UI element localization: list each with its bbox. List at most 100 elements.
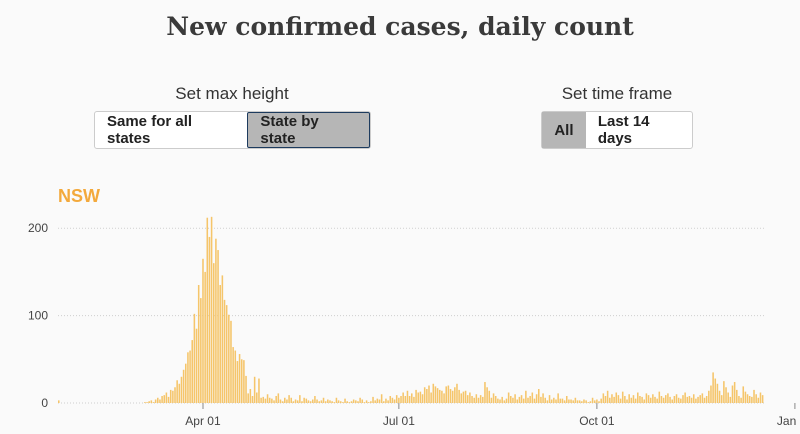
bar <box>611 394 613 403</box>
bar <box>505 398 508 403</box>
bar <box>167 396 170 403</box>
bar <box>378 399 381 403</box>
bar <box>606 390 609 403</box>
x-tick-label: Oct 01 <box>579 414 615 428</box>
bar <box>258 378 260 403</box>
x-tick-label: Jul 01 <box>383 414 415 428</box>
bar <box>445 386 447 403</box>
bar <box>520 395 523 403</box>
bar <box>680 398 682 403</box>
bar <box>753 389 755 403</box>
last-14-days-button[interactable]: Last 14 days <box>597 113 650 147</box>
bar <box>471 396 473 403</box>
bar <box>230 320 232 403</box>
bar <box>393 399 396 403</box>
bar <box>331 401 333 403</box>
bar <box>466 395 469 403</box>
bar <box>714 378 717 403</box>
bar <box>494 396 497 403</box>
bar <box>320 400 323 403</box>
bar <box>660 396 663 403</box>
bar <box>273 400 275 403</box>
bar <box>408 396 411 403</box>
bar <box>204 271 206 403</box>
bar <box>708 390 710 403</box>
bar <box>621 391 624 403</box>
bar <box>720 395 723 403</box>
bar <box>718 390 721 403</box>
bar <box>742 386 745 403</box>
bar <box>522 398 525 403</box>
bar <box>221 275 224 403</box>
bar <box>223 299 226 403</box>
bar <box>281 401 284 403</box>
bar <box>426 389 428 403</box>
bar <box>600 398 602 403</box>
bar <box>225 305 228 403</box>
bar <box>740 397 742 403</box>
bar <box>372 396 374 403</box>
bar <box>307 400 310 403</box>
bar <box>301 401 303 403</box>
bar <box>757 397 760 403</box>
bar <box>299 395 301 403</box>
bar <box>697 396 699 403</box>
bar <box>449 389 452 403</box>
bar <box>180 376 183 403</box>
bars <box>58 216 764 403</box>
bar <box>359 397 361 403</box>
bar <box>157 397 159 403</box>
bar <box>692 394 695 403</box>
bar <box>193 313 196 403</box>
bar <box>637 392 639 403</box>
bar <box>662 397 665 403</box>
bar <box>370 401 372 403</box>
bar <box>327 399 329 403</box>
bar <box>733 382 736 403</box>
bar <box>217 250 219 403</box>
bar <box>152 402 155 403</box>
all-button[interactable]: All <box>542 112 586 148</box>
bar <box>146 402 148 403</box>
bar <box>615 392 618 403</box>
bar <box>645 393 648 403</box>
bar <box>544 397 546 403</box>
bar <box>339 401 342 403</box>
bar <box>727 392 729 403</box>
bar <box>490 397 493 403</box>
bar <box>619 398 622 403</box>
bar <box>759 392 762 403</box>
bar <box>361 399 364 403</box>
y-axis-ticks: 0 100 200 <box>28 221 48 410</box>
bar <box>748 396 751 403</box>
bar <box>632 395 635 403</box>
bar <box>208 236 211 403</box>
same-for-all-states-button[interactable]: Same for all states <box>107 113 193 147</box>
bar <box>228 314 230 403</box>
bar <box>647 395 650 403</box>
bar <box>348 402 351 403</box>
bar <box>404 396 407 403</box>
bar <box>649 397 652 403</box>
bar <box>432 383 435 403</box>
bar <box>690 397 693 403</box>
bar <box>701 393 704 403</box>
bar <box>268 397 271 403</box>
state-by-state-button[interactable]: State by state <box>247 112 370 148</box>
bar <box>557 393 559 403</box>
bar <box>488 390 491 403</box>
max-height-label: Set max height <box>175 84 289 103</box>
bar <box>477 397 480 403</box>
bar <box>469 392 471 403</box>
bar <box>540 396 542 403</box>
bar <box>400 396 402 403</box>
bar <box>454 387 456 403</box>
cases-bar-chart: 0 100 200 Apr 01 Jul 01 Oct 01 Jan 01 <box>28 216 800 428</box>
bar <box>288 395 290 403</box>
bar <box>284 397 286 403</box>
bar <box>200 298 202 403</box>
time-frame-toggle: All Last 14 days <box>541 111 693 149</box>
bar <box>550 399 553 403</box>
bar <box>329 400 331 403</box>
bar <box>236 361 239 403</box>
